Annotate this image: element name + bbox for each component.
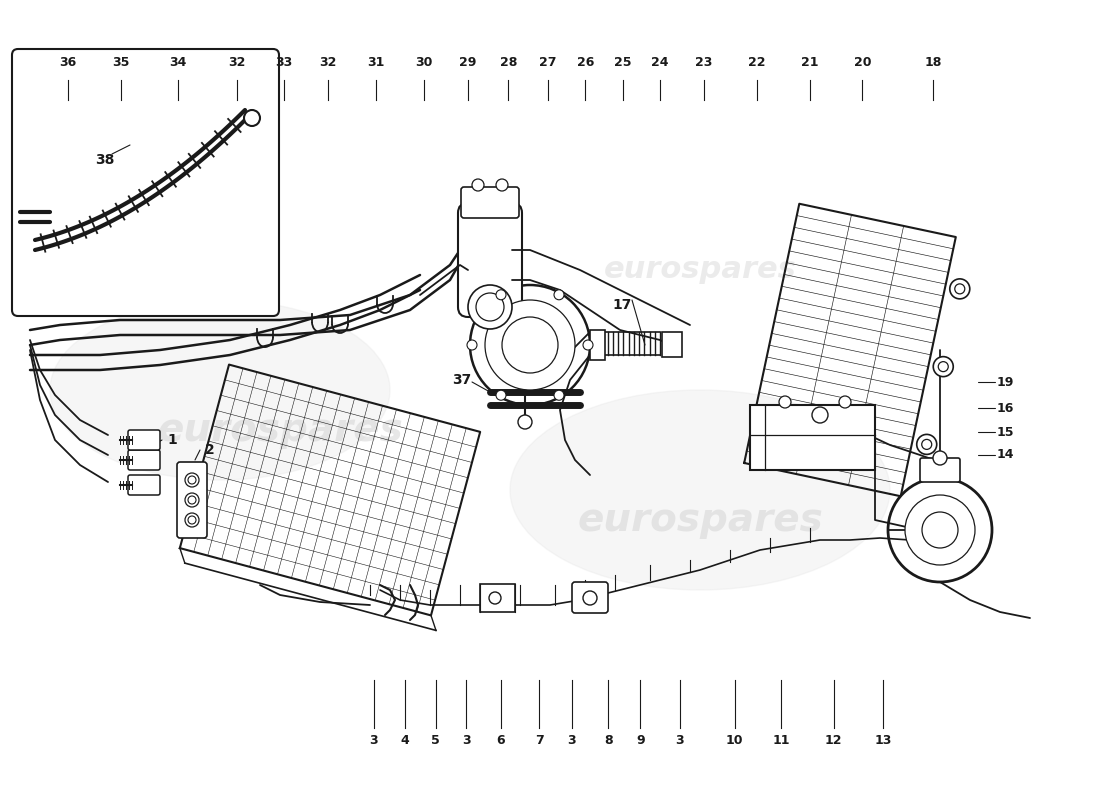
FancyBboxPatch shape xyxy=(461,187,519,218)
Circle shape xyxy=(185,493,199,507)
Text: 19: 19 xyxy=(997,375,1014,389)
Circle shape xyxy=(922,439,932,450)
Text: 3: 3 xyxy=(370,734,378,746)
FancyBboxPatch shape xyxy=(458,203,522,317)
Text: 3: 3 xyxy=(462,734,471,746)
FancyBboxPatch shape xyxy=(128,430,160,450)
FancyBboxPatch shape xyxy=(12,49,279,316)
Circle shape xyxy=(188,496,196,504)
Circle shape xyxy=(888,478,992,582)
Circle shape xyxy=(468,340,477,350)
Circle shape xyxy=(244,110,260,126)
Circle shape xyxy=(922,512,958,548)
Bar xyxy=(750,405,874,470)
Circle shape xyxy=(496,179,508,191)
Text: 21: 21 xyxy=(801,55,818,69)
Circle shape xyxy=(905,495,975,565)
Circle shape xyxy=(933,451,947,465)
Text: 7: 7 xyxy=(535,734,543,746)
Text: eurospares: eurospares xyxy=(604,255,796,285)
Text: 31: 31 xyxy=(367,55,385,69)
Text: 17: 17 xyxy=(613,298,631,312)
Circle shape xyxy=(476,293,504,321)
Text: eurospares: eurospares xyxy=(157,411,403,449)
Text: 4: 4 xyxy=(400,734,409,746)
Circle shape xyxy=(554,390,564,400)
Text: 14: 14 xyxy=(997,449,1014,462)
Circle shape xyxy=(188,516,196,524)
Text: 16: 16 xyxy=(997,402,1014,414)
Text: 3: 3 xyxy=(568,734,576,746)
Circle shape xyxy=(490,592,500,604)
Circle shape xyxy=(839,396,851,408)
Text: 28: 28 xyxy=(499,55,517,69)
FancyBboxPatch shape xyxy=(572,582,608,613)
Text: 23: 23 xyxy=(695,55,713,69)
Text: 11: 11 xyxy=(772,734,790,746)
Text: 18: 18 xyxy=(924,55,942,69)
Text: 35: 35 xyxy=(112,55,130,69)
Bar xyxy=(480,584,515,612)
Text: 10: 10 xyxy=(726,734,744,746)
Circle shape xyxy=(185,513,199,527)
Text: 2: 2 xyxy=(205,443,214,457)
Text: 29: 29 xyxy=(459,55,476,69)
Text: 36: 36 xyxy=(59,55,77,69)
Text: 12: 12 xyxy=(825,734,843,746)
Circle shape xyxy=(812,407,828,423)
Text: 37: 37 xyxy=(452,373,472,387)
FancyBboxPatch shape xyxy=(128,475,160,495)
Text: 1: 1 xyxy=(167,433,177,447)
Ellipse shape xyxy=(510,390,890,590)
Circle shape xyxy=(496,390,506,400)
Text: 24: 24 xyxy=(651,55,669,69)
Circle shape xyxy=(518,415,532,429)
Text: 15: 15 xyxy=(997,426,1014,438)
Circle shape xyxy=(933,357,954,377)
Text: eurospares: eurospares xyxy=(578,501,823,539)
FancyBboxPatch shape xyxy=(128,450,160,470)
Text: 13: 13 xyxy=(874,734,892,746)
Text: 22: 22 xyxy=(748,55,766,69)
Text: 9: 9 xyxy=(636,734,645,746)
FancyBboxPatch shape xyxy=(920,458,960,482)
Circle shape xyxy=(468,285,512,329)
Circle shape xyxy=(502,317,558,373)
Text: 8: 8 xyxy=(604,734,613,746)
Circle shape xyxy=(485,300,575,390)
Circle shape xyxy=(188,476,196,484)
Circle shape xyxy=(955,284,965,294)
Circle shape xyxy=(185,473,199,487)
Text: 34: 34 xyxy=(169,55,187,69)
Text: 32: 32 xyxy=(319,55,337,69)
FancyBboxPatch shape xyxy=(177,462,207,538)
Text: 25: 25 xyxy=(614,55,631,69)
Ellipse shape xyxy=(50,300,390,480)
Text: 30: 30 xyxy=(415,55,432,69)
Text: 6: 6 xyxy=(496,734,505,746)
Circle shape xyxy=(779,396,791,408)
Text: 3: 3 xyxy=(675,734,684,746)
Circle shape xyxy=(916,434,937,454)
Circle shape xyxy=(949,279,970,299)
Text: 32: 32 xyxy=(228,55,245,69)
Circle shape xyxy=(938,362,948,372)
Bar xyxy=(662,332,682,357)
Text: 27: 27 xyxy=(539,55,557,69)
Text: 20: 20 xyxy=(854,55,871,69)
Circle shape xyxy=(583,340,593,350)
Circle shape xyxy=(554,290,564,300)
Circle shape xyxy=(470,285,590,405)
Text: 5: 5 xyxy=(431,734,440,746)
Circle shape xyxy=(496,290,506,300)
Circle shape xyxy=(583,591,597,605)
Text: 26: 26 xyxy=(576,55,594,69)
Text: 33: 33 xyxy=(275,55,293,69)
Bar xyxy=(590,330,605,360)
Text: 38: 38 xyxy=(96,153,114,167)
Circle shape xyxy=(472,179,484,191)
